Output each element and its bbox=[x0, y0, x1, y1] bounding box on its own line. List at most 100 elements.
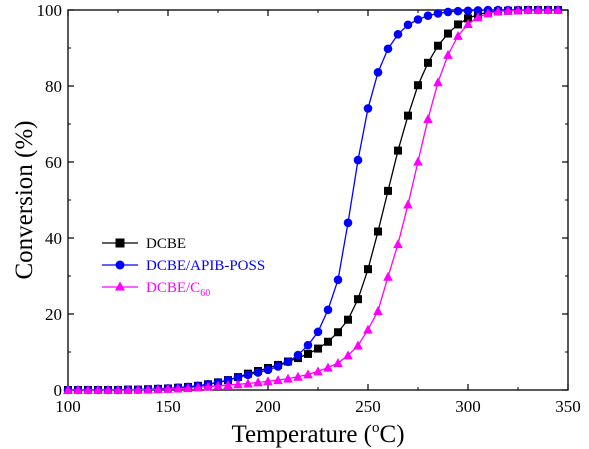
data-point bbox=[423, 114, 433, 124]
data-point bbox=[543, 5, 553, 14]
series-1 bbox=[63, 5, 563, 395]
data-point bbox=[453, 30, 463, 40]
data-point bbox=[464, 14, 472, 23]
data-point bbox=[324, 337, 332, 346]
data-point bbox=[473, 6, 483, 15]
data-point bbox=[133, 384, 143, 394]
series-layer bbox=[63, 5, 563, 395]
data-point bbox=[373, 68, 383, 77]
data-point bbox=[443, 7, 453, 17]
y-tick-label: 60 bbox=[45, 153, 62, 172]
data-point bbox=[143, 384, 153, 394]
y-tick-label: 80 bbox=[45, 77, 62, 96]
data-point bbox=[293, 371, 303, 381]
data-point bbox=[443, 49, 453, 59]
data-point bbox=[343, 350, 353, 360]
data-point bbox=[323, 305, 333, 315]
data-point bbox=[353, 155, 363, 165]
data-point bbox=[374, 227, 382, 236]
data-point bbox=[183, 383, 193, 393]
data-point bbox=[93, 385, 103, 394]
data-point bbox=[203, 381, 213, 391]
data-point bbox=[243, 370, 253, 380]
legend-label-dcbe: DCBE bbox=[146, 236, 186, 252]
data-point bbox=[414, 81, 422, 90]
data-point bbox=[483, 8, 493, 18]
data-point bbox=[153, 384, 163, 394]
data-point bbox=[223, 380, 233, 390]
data-point bbox=[253, 377, 263, 387]
y-tick-label: 20 bbox=[45, 305, 62, 324]
data-point bbox=[313, 327, 323, 337]
data-point bbox=[213, 380, 223, 390]
data-point bbox=[553, 5, 563, 14]
data-point bbox=[323, 362, 333, 372]
data-point bbox=[233, 373, 243, 382]
data-point bbox=[354, 295, 362, 304]
data-point bbox=[253, 368, 263, 377]
data-point bbox=[283, 357, 293, 367]
legend-marker-dcbe-c60 bbox=[115, 281, 125, 291]
data-point bbox=[113, 385, 123, 394]
x-tick-label: 250 bbox=[355, 397, 381, 416]
data-point bbox=[454, 20, 462, 29]
series-line bbox=[68, 9, 558, 391]
data-point bbox=[334, 328, 342, 337]
x-tick-label: 200 bbox=[255, 397, 281, 416]
data-point bbox=[523, 5, 533, 14]
data-point bbox=[403, 199, 413, 209]
data-point bbox=[344, 315, 352, 324]
data-point bbox=[453, 6, 463, 16]
data-point bbox=[404, 111, 412, 120]
y-axis-title: Conversion (%) bbox=[11, 121, 38, 280]
data-point bbox=[303, 340, 313, 350]
data-point bbox=[273, 375, 283, 385]
series-line bbox=[68, 9, 558, 391]
data-point bbox=[173, 383, 183, 393]
x-axis-title: Temperature (oC) bbox=[231, 420, 404, 448]
data-point bbox=[413, 156, 423, 166]
data-point bbox=[433, 77, 443, 87]
data-point bbox=[313, 366, 323, 376]
y-tick-label: 100 bbox=[37, 1, 63, 20]
x-tick-label: 150 bbox=[155, 397, 181, 416]
data-point bbox=[493, 6, 503, 16]
data-point bbox=[444, 29, 452, 38]
data-point bbox=[273, 362, 283, 371]
data-point bbox=[263, 365, 273, 375]
data-point bbox=[283, 373, 293, 383]
data-point bbox=[353, 340, 363, 350]
axis-ticks bbox=[67, 9, 569, 391]
data-point bbox=[63, 385, 73, 394]
legend-marker-dcbe-apib-poss bbox=[115, 260, 125, 270]
data-point bbox=[333, 275, 343, 285]
series-line bbox=[68, 9, 558, 391]
data-point bbox=[233, 379, 243, 389]
x-tick-labels: 100 150 200 250 300 350 bbox=[55, 397, 581, 416]
data-point bbox=[314, 344, 322, 353]
data-point bbox=[383, 271, 393, 281]
data-point bbox=[363, 324, 373, 334]
data-point bbox=[403, 20, 413, 30]
y-tick-label: 40 bbox=[45, 229, 62, 248]
data-point bbox=[413, 15, 423, 24]
data-point bbox=[73, 385, 83, 394]
series-0 bbox=[64, 6, 562, 394]
legend-label-dcbe-apib-poss: DCBE/APIB-POSS bbox=[146, 258, 265, 274]
data-point bbox=[463, 6, 473, 16]
data-point bbox=[123, 385, 133, 394]
x-tick-label: 100 bbox=[55, 397, 81, 416]
legend-label-dcbe-c60: DCBE/C60 bbox=[146, 280, 210, 299]
legend-marker-dcbe bbox=[115, 238, 125, 248]
data-point bbox=[473, 12, 483, 22]
data-point bbox=[533, 5, 543, 14]
data-point bbox=[364, 265, 372, 274]
data-point bbox=[373, 305, 383, 315]
data-point bbox=[503, 5, 513, 15]
series-2 bbox=[63, 5, 563, 394]
x-tick-label: 300 bbox=[455, 397, 481, 416]
data-point bbox=[243, 378, 253, 388]
data-point bbox=[363, 104, 373, 113]
data-point bbox=[193, 382, 203, 392]
